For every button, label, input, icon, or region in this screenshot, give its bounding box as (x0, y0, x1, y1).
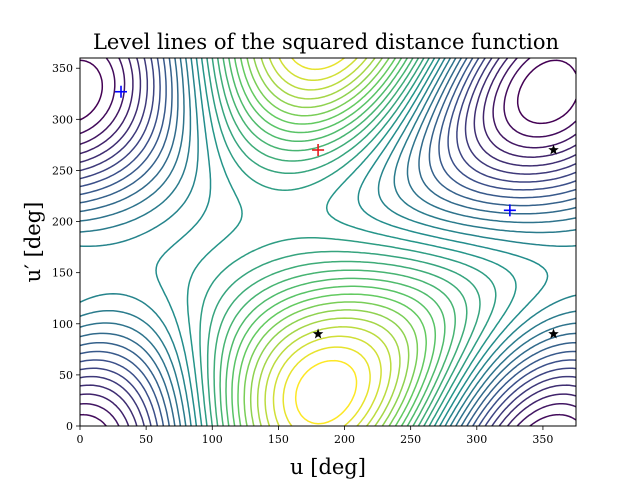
contour-level (80, 58, 576, 426)
x-tick-label: 150 (268, 433, 289, 446)
y-tick-label: 250 (52, 164, 73, 177)
x-tick-label: 200 (334, 433, 355, 446)
contour-level (249, 58, 410, 426)
contour-level (282, 58, 371, 426)
contour-level (199, 58, 497, 426)
blue-plus-marker (115, 85, 128, 98)
contour-level (80, 58, 576, 426)
contour-lines (80, 58, 576, 426)
y-tick-label: 300 (52, 113, 73, 126)
contour-level (80, 58, 576, 426)
contour-level (272, 58, 382, 426)
y-tick-label: 350 (52, 62, 73, 75)
contour-level (231, 58, 437, 426)
x-axis-label: u [deg] (290, 455, 366, 479)
y-tick-label: 100 (52, 318, 73, 331)
contour-level (155, 58, 549, 426)
contour-level (80, 58, 576, 426)
x-tick-label: 50 (139, 433, 153, 446)
star-marker (548, 328, 559, 339)
x-tick-label: 350 (532, 433, 553, 446)
contour-level (80, 58, 576, 426)
y-tick-label: 0 (66, 420, 73, 433)
star-marker (548, 144, 559, 155)
contour-level (80, 58, 576, 426)
x-tick-label: 300 (466, 433, 487, 446)
contour-level (237, 58, 427, 426)
contour-level (80, 58, 576, 426)
red-plus-marker (312, 144, 325, 156)
contour-level (225, 58, 446, 426)
contour-level (294, 359, 358, 425)
contour-level (186, 58, 517, 426)
y-tick-label: 200 (52, 216, 73, 229)
y-tick-label: 50 (59, 369, 73, 382)
plot-frame (79, 57, 577, 427)
x-axis: 0 50 100 150 200 250 300 350 (77, 426, 553, 446)
contour-level (80, 58, 576, 426)
x-tick-label: 100 (202, 433, 223, 446)
contour-level (80, 58, 576, 426)
contour-level (80, 59, 576, 125)
contour-level (80, 58, 576, 426)
contour-level (243, 58, 419, 426)
x-tick-label: 0 (77, 433, 84, 446)
x-tick-label: 250 (400, 433, 421, 446)
contour-level (206, 58, 481, 426)
y-axis-label: u′ [deg] (21, 202, 45, 283)
contour-level (80, 58, 576, 426)
contour-level (213, 58, 468, 426)
markers (115, 85, 559, 339)
contour-level (264, 58, 392, 426)
contour-level (219, 58, 456, 426)
y-tick-label: 150 (52, 267, 73, 280)
chart-title: Level lines of the squared distance func… (93, 30, 559, 54)
blue-plus-marker (503, 204, 516, 217)
contour-level (80, 58, 576, 426)
contour-level (256, 58, 401, 426)
star-marker (312, 328, 324, 339)
y-axis: 0 50 100 150 200 250 300 350 (52, 62, 80, 433)
